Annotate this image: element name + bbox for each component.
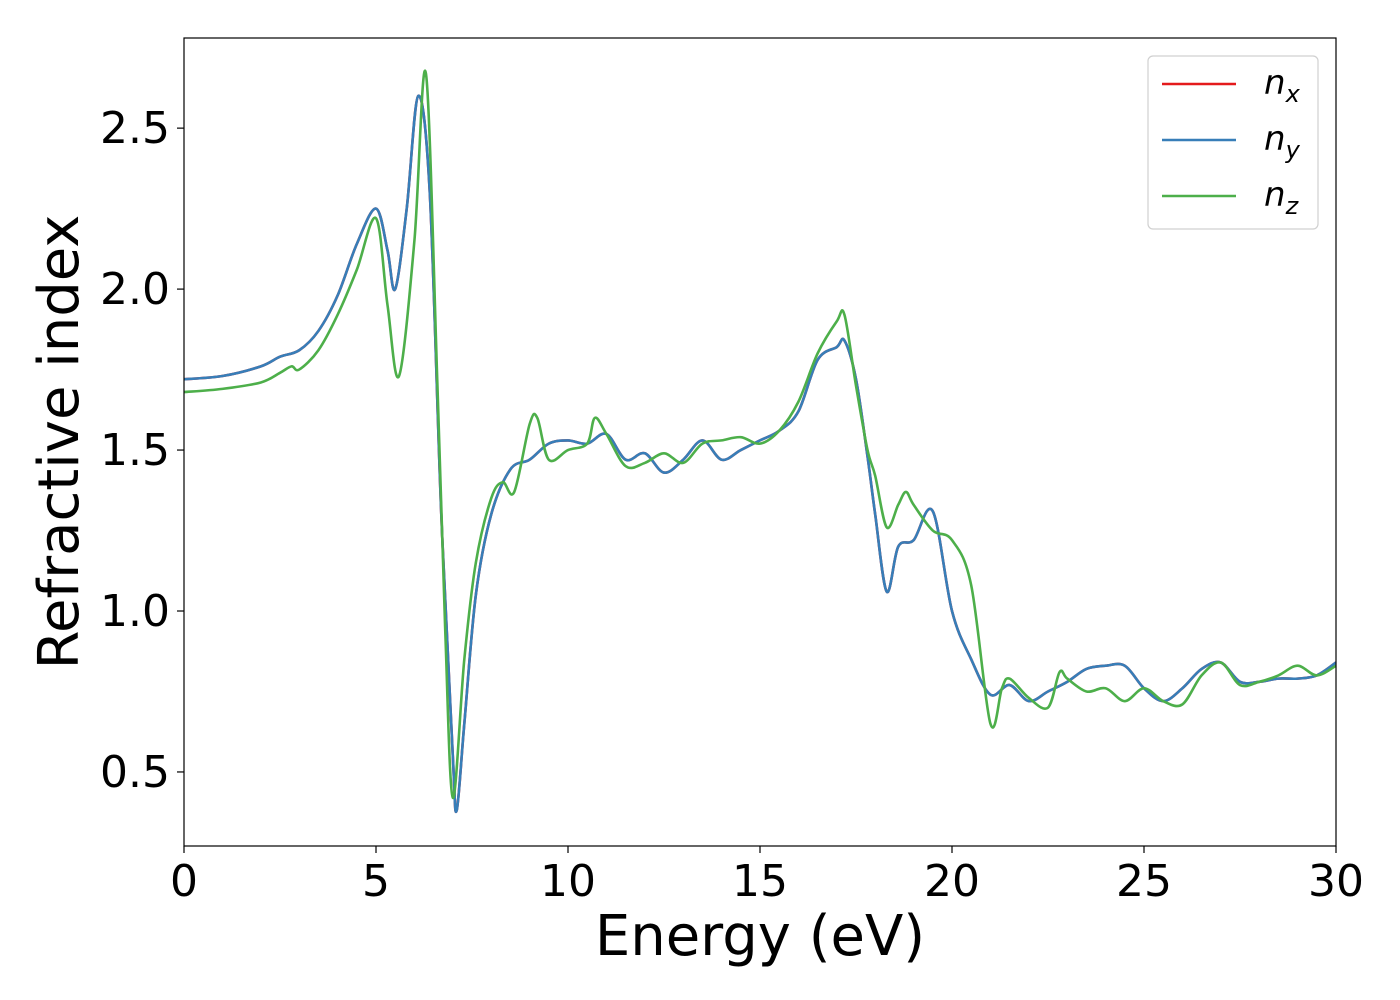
legend-label-z: nz bbox=[1264, 175, 1300, 220]
series-layer bbox=[184, 69, 1336, 814]
x-tick-label: 30 bbox=[1308, 856, 1364, 907]
x-tick-label: 15 bbox=[732, 856, 788, 907]
y-tick-label: 2.5 bbox=[100, 103, 170, 154]
legend: nx ny nz bbox=[1147, 55, 1319, 230]
y-tick-label: 0.5 bbox=[100, 747, 170, 798]
x-tick-label: 10 bbox=[540, 856, 596, 907]
y-tick-label: 1.0 bbox=[100, 586, 170, 637]
series-line-y bbox=[184, 94, 1336, 814]
y-tick-label: 2.0 bbox=[100, 264, 170, 315]
x-tick-label: 0 bbox=[170, 856, 198, 907]
y-tick-label: 1.5 bbox=[100, 425, 170, 476]
x-tick-label: 20 bbox=[924, 856, 980, 907]
x-tick-label: 5 bbox=[362, 856, 390, 907]
series-line-z bbox=[184, 69, 1336, 800]
legend-label-y: ny bbox=[1264, 119, 1301, 164]
x-axis-title: Energy (eV) bbox=[595, 904, 925, 969]
x-tick-label: 25 bbox=[1116, 856, 1172, 907]
ticks-layer: 0 5 10 15 20 25 30 0.5 1.0 1.5 2.0 2.5 bbox=[100, 103, 1364, 907]
legend-box bbox=[1147, 55, 1319, 230]
legend-label-x: nx bbox=[1264, 63, 1301, 108]
y-axis-title: Refractive index bbox=[27, 215, 92, 670]
